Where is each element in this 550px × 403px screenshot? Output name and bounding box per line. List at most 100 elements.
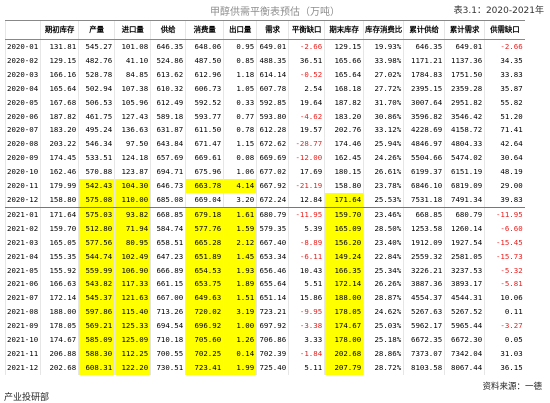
table-cell: 1.05 bbox=[223, 81, 257, 96]
column-header: 需求 bbox=[256, 20, 289, 40]
table-cell: 122.20 bbox=[114, 360, 151, 375]
row-date: 2021-11 bbox=[4, 346, 41, 361]
table-cell: 112.25 bbox=[114, 346, 151, 361]
table-cell: -5.32 bbox=[484, 263, 525, 278]
table-cell: 33.83 bbox=[484, 67, 525, 82]
row-date: 2020-04 bbox=[4, 81, 41, 96]
table-cell: 672.62 bbox=[256, 137, 289, 152]
table-cell: 25.03% bbox=[363, 319, 404, 334]
table-row: 2021-01 171.64 575.03 93.82 668.85 679.18 1.61… bbox=[4, 207, 525, 222]
table-cell: 720.02 bbox=[185, 305, 224, 320]
table-cell: 174.67 bbox=[40, 333, 79, 347]
table-cell: 725.40 bbox=[256, 360, 289, 375]
table-cell: 127.43 bbox=[114, 109, 151, 124]
table-cell: 10.43 bbox=[288, 263, 325, 278]
table-cell: 4158.72 bbox=[444, 123, 485, 138]
table-cell: 166.63 bbox=[40, 277, 79, 292]
table-cell: 188.00 bbox=[40, 305, 79, 320]
table-row: 2021-06 166.63 543.82 117.33 661.15 653.75 1.8… bbox=[4, 277, 525, 292]
table-cell: 1.18 bbox=[223, 67, 257, 82]
row-date: 2021-12 bbox=[4, 360, 41, 375]
table-cell: 28.86% bbox=[363, 346, 404, 361]
table-caption: 表3.1：2020-2021年 bbox=[453, 6, 544, 16]
table-row: 2020-03 166.16 528.78 84.85 613.62 612.96 1.18… bbox=[4, 67, 525, 82]
row-date: 2020-11 bbox=[4, 179, 41, 193]
table-cell: 0.85 bbox=[223, 53, 257, 68]
table-cell: 25.34% bbox=[363, 263, 404, 278]
footer-org: 产业投研部 bbox=[4, 393, 50, 403]
table-cell: -15.73 bbox=[484, 249, 525, 264]
table-cell: 26.61% bbox=[363, 165, 404, 180]
table-cell: 1.61 bbox=[223, 207, 257, 222]
table-cell: 545.27 bbox=[78, 39, 115, 54]
table-cell: 653.34 bbox=[256, 249, 289, 264]
table-cell: 592.52 bbox=[185, 95, 224, 110]
table-cell: 597.86 bbox=[78, 305, 115, 320]
table-cell: 5.11 bbox=[288, 360, 325, 375]
table-cell: 27.02% bbox=[363, 67, 404, 82]
table-cell: 15.86 bbox=[288, 291, 325, 306]
table-cell: 3237.53 bbox=[444, 263, 485, 278]
table-row: 2020-02 129.15 482.76 41.10 524.86 487.50 0.85… bbox=[4, 53, 525, 68]
table-cell: 575.08 bbox=[78, 192, 115, 208]
table-cell: 1.51 bbox=[223, 291, 257, 306]
table-cell: 702.39 bbox=[256, 346, 289, 361]
table-cell: 31.03 bbox=[484, 346, 525, 361]
table-cell: 612.49 bbox=[150, 95, 186, 110]
table-cell: -2.66 bbox=[484, 39, 525, 54]
table-cell: 24.62% bbox=[363, 305, 404, 320]
table-cell: 1912.09 bbox=[403, 235, 445, 250]
table-cell: 39.83 bbox=[484, 192, 525, 208]
table-cell: 666.89 bbox=[150, 263, 186, 278]
row-date: 2020-01 bbox=[4, 39, 41, 54]
table-cell: 158.80 bbox=[40, 192, 79, 208]
table-cell: 8067.44 bbox=[444, 360, 485, 375]
table-cell: -9.95 bbox=[288, 305, 325, 320]
table-cell: 679.18 bbox=[185, 207, 224, 222]
table-cell: -5.81 bbox=[484, 277, 525, 292]
table-cell: 677.02 bbox=[256, 165, 289, 180]
table-cell: 171.64 bbox=[324, 192, 364, 208]
table-cell: 730.51 bbox=[150, 360, 186, 375]
table-cell: 694.71 bbox=[150, 165, 186, 180]
table-row: 2021-02 159.70 512.80 71.94 584.74 577.76 1.59… bbox=[4, 221, 525, 236]
table-cell: 80.95 bbox=[114, 235, 151, 250]
table-cell: 25.18% bbox=[363, 333, 404, 347]
table-cell: 6672.30 bbox=[444, 333, 485, 347]
table-cell: -4.62 bbox=[288, 109, 325, 124]
table-cell: 671.47 bbox=[185, 137, 224, 152]
table-cell: -6.11 bbox=[288, 249, 325, 264]
table-cell: 1.15 bbox=[223, 137, 257, 152]
row-date: 2021-07 bbox=[4, 291, 41, 306]
table-cell: -2.66 bbox=[288, 39, 325, 54]
table-cell: 166.35 bbox=[324, 263, 364, 278]
table-cell: 183.20 bbox=[324, 109, 364, 124]
table-cell: 593.80 bbox=[256, 109, 289, 124]
table-cell: 668.85 bbox=[403, 207, 445, 222]
table-cell: 115.40 bbox=[114, 305, 151, 320]
table-cell: 155.35 bbox=[40, 249, 79, 264]
table-cell: 546.34 bbox=[78, 137, 115, 152]
table-cell: 606.73 bbox=[185, 81, 224, 96]
table-cell: 512.80 bbox=[78, 221, 115, 236]
table-cell: 183.20 bbox=[40, 123, 79, 138]
table-cell: 5965.44 bbox=[444, 319, 485, 334]
table-cell: 165.66 bbox=[324, 53, 364, 68]
table-cell: 0.33 bbox=[223, 95, 257, 110]
table-cell: 0.11 bbox=[484, 305, 525, 320]
table-cell: 4846.97 bbox=[403, 137, 445, 152]
table-cell: 159.70 bbox=[40, 221, 79, 236]
table-cell: 178.05 bbox=[324, 305, 364, 320]
table-row: 2020-09 174.45 533.51 124.18 657.69 669.61 0.0… bbox=[4, 151, 525, 166]
table-cell: 48.19 bbox=[484, 165, 525, 180]
table-cell: 51.20 bbox=[484, 109, 525, 124]
table-cell: 165.05 bbox=[40, 235, 79, 250]
table-cell: 579.35 bbox=[256, 221, 289, 236]
table-cell: 97.50 bbox=[114, 137, 151, 152]
table-cell: 7373.07 bbox=[403, 346, 445, 361]
table-cell: 5504.66 bbox=[403, 151, 445, 166]
table-cell: 188.00 bbox=[324, 291, 364, 306]
table-cell: 174.67 bbox=[324, 319, 364, 334]
table-cell: -12.00 bbox=[288, 151, 325, 166]
table-cell: 658.51 bbox=[150, 235, 186, 250]
